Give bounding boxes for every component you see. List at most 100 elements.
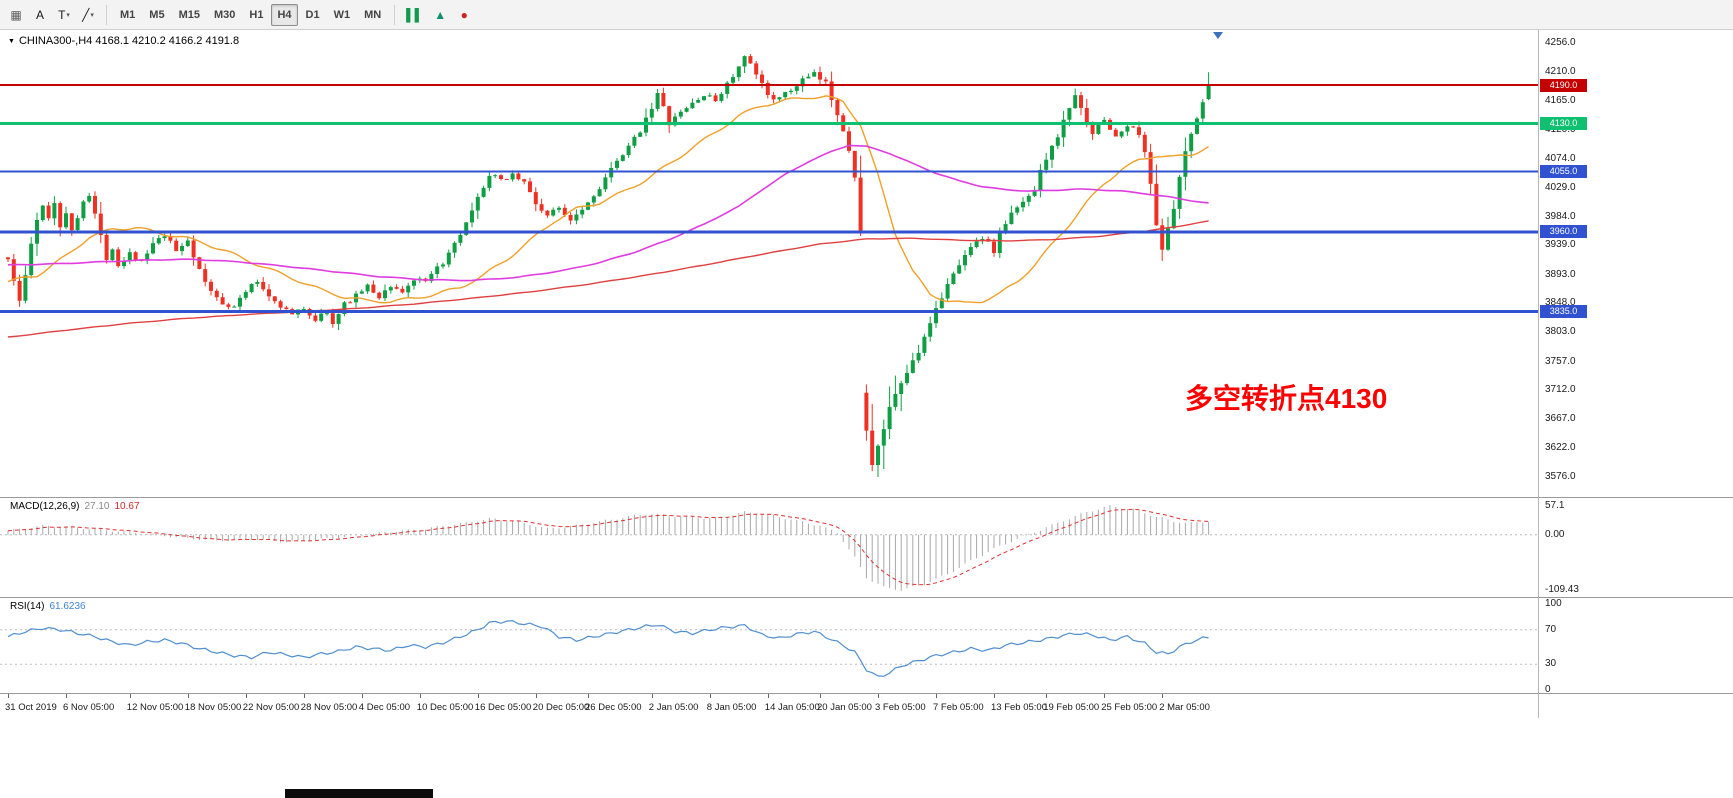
price-axis-label: 4029.0 bbox=[1545, 181, 1576, 193]
panel-divider[interactable] bbox=[0, 497, 1733, 498]
rsi-axis-label: 0 bbox=[1545, 684, 1551, 695]
price-axis-label: 3757.0 bbox=[1545, 355, 1576, 367]
time-axis-label: 7 Feb 05:00 bbox=[933, 702, 984, 713]
crosshair-tool-icon: T bbox=[58, 7, 66, 22]
time-axis-label: 8 Jan 05:00 bbox=[706, 702, 757, 713]
time-axis[interactable]: 31 Oct 2019 6 Nov 05:00 12 Nov 05:00 18 Nov… bbox=[0, 694, 1538, 722]
time-tick bbox=[361, 694, 363, 698]
time-tick bbox=[187, 694, 189, 698]
chart-area: ▼ CHINA300-,H4 4168.1 4210.2 4166.2 4191.… bbox=[0, 30, 1733, 798]
time-axis-label: 3 Feb 05:00 bbox=[875, 702, 926, 713]
time-axis-label: 16 Dec 05:00 bbox=[474, 702, 532, 713]
time-tick bbox=[245, 694, 247, 698]
time-axis-label: 18 Nov 05:00 bbox=[184, 702, 242, 713]
time-axis-label: 20 Jan 05:00 bbox=[817, 702, 872, 713]
price-axis-divider bbox=[1538, 30, 1539, 718]
time-tick bbox=[1104, 694, 1106, 698]
crosshair-tool-button[interactable]: T ▾ bbox=[53, 4, 75, 26]
price-axis-label: 3848.0 bbox=[1545, 297, 1576, 309]
time-axis-label: 25 Feb 05:00 bbox=[1101, 702, 1158, 713]
time-tick bbox=[129, 694, 131, 698]
time-axis-label: 31 Oct 2019 bbox=[5, 702, 57, 713]
time-tick bbox=[767, 694, 769, 698]
ma-slow-red bbox=[7, 220, 1209, 338]
rsi-line bbox=[7, 619, 1209, 677]
chart-annotation[interactable]: 多空转折点4130 bbox=[1185, 383, 1388, 414]
time-axis-label: 10 Dec 05:00 bbox=[416, 702, 474, 713]
time-tick bbox=[477, 694, 479, 698]
chart-title-text: CHINA300-,H4 4168.1 4210.2 4166.2 4191.8 bbox=[18, 35, 240, 47]
rsi-value: 61.6236 bbox=[49, 601, 86, 612]
chart-shift-icon bbox=[1213, 32, 1223, 39]
time-tick bbox=[651, 694, 653, 698]
ma-fast-orange bbox=[7, 95, 1209, 304]
level-price-tag: 3960.0 bbox=[1540, 225, 1587, 239]
price-axis-label: 3939.0 bbox=[1545, 239, 1576, 251]
timeframe-button-mn[interactable]: MN bbox=[364, 8, 382, 21]
macd-panel-canvas[interactable] bbox=[0, 498, 1538, 597]
time-tick bbox=[709, 694, 711, 698]
timeframe-button-h1[interactable]: H1 bbox=[249, 8, 264, 21]
level-price-tag: 4190.0 bbox=[1540, 78, 1587, 92]
text-label-tool-button[interactable]: A bbox=[29, 4, 51, 26]
timeframe-button-m15[interactable]: M15 bbox=[178, 8, 200, 21]
price-axis[interactable]: 4256.04210.04165.04120.04074.04029.03984… bbox=[1539, 30, 1733, 798]
chevron-down-icon: ▾ bbox=[90, 11, 94, 19]
macd-main-value: 27.10 bbox=[84, 501, 110, 512]
toolbar-separator bbox=[106, 4, 107, 25]
time-tick bbox=[936, 694, 937, 698]
rsi-name: RSI(14) bbox=[10, 601, 45, 612]
timeframe-button-m1[interactable]: M1 bbox=[120, 8, 136, 21]
time-tick bbox=[994, 694, 995, 698]
toolbar: ▦ A T ▾ ╱ ▾ M1 M5 M15 M30 H1 H4 D1 W1 MN ▌▌ ▲ ● bbox=[0, 0, 1733, 30]
chart-title: ▼ CHINA300-,H4 4168.1 4210.2 4166.2 4191.… bbox=[8, 35, 239, 47]
time-tick bbox=[8, 694, 9, 698]
trendline-tool-icon: ╱ bbox=[82, 7, 90, 22]
time-tick bbox=[303, 694, 305, 698]
time-tick bbox=[66, 694, 67, 698]
toolbar-separator bbox=[394, 4, 396, 25]
chart-grid-button[interactable]: ▦ bbox=[5, 4, 27, 26]
macd-name: MACD(12,26,9) bbox=[10, 501, 80, 512]
time-axis-label: 2 Mar 05:00 bbox=[1159, 702, 1210, 713]
time-axis-label: 6 Nov 05:00 bbox=[63, 702, 115, 713]
time-tick bbox=[535, 694, 537, 698]
rsi-panel-canvas[interactable] bbox=[0, 598, 1538, 693]
macd-signal-value: 10.67 bbox=[114, 501, 140, 512]
main-chart-canvas[interactable] bbox=[0, 30, 1538, 497]
timeframe-button-w1[interactable]: W1 bbox=[333, 8, 351, 21]
price-axis-label: 4074.0 bbox=[1545, 153, 1576, 165]
price-axis-label: 4256.0 bbox=[1545, 37, 1576, 48]
time-axis-label: 20 Dec 05:00 bbox=[532, 702, 590, 713]
time-axis-label: 14 Jan 05:00 bbox=[764, 702, 820, 713]
text-label-tool-icon: A bbox=[35, 7, 44, 22]
timeframe-button-d1[interactable]: D1 bbox=[305, 8, 320, 21]
timeframe-button-m30[interactable]: M30 bbox=[213, 8, 236, 21]
time-tick bbox=[1046, 694, 1048, 698]
ma-mid-magenta bbox=[7, 144, 1209, 282]
panel-divider[interactable] bbox=[0, 597, 1733, 598]
time-axis-label: 4 Dec 05:00 bbox=[358, 702, 411, 713]
level-price-tag: 4130.0 bbox=[1540, 116, 1587, 130]
chart-style-tool-button[interactable]: ▲ bbox=[429, 4, 451, 26]
time-axis-label: 12 Nov 05:00 bbox=[126, 702, 184, 713]
macd-signal-line bbox=[7, 508, 1209, 586]
panel-divider bbox=[0, 693, 1733, 694]
alert-tool-button[interactable]: ● bbox=[453, 4, 475, 26]
rsi-label: RSI(14) 61.6236 bbox=[10, 601, 86, 612]
timeframe-button-h4[interactable]: H4 bbox=[271, 3, 298, 26]
time-tick bbox=[820, 694, 821, 698]
trendline-tool-button[interactable]: ╱ ▾ bbox=[77, 4, 99, 26]
price-axis-label: 4165.0 bbox=[1545, 95, 1576, 107]
price-axis-label: 3984.0 bbox=[1545, 210, 1576, 222]
timeframe-button-m5[interactable]: M5 bbox=[149, 8, 165, 21]
macd-histogram bbox=[7, 505, 1210, 591]
price-axis-label: 3712.0 bbox=[1545, 384, 1576, 396]
toolbar-right-tools: ▌▌ ▲ ● bbox=[401, 4, 476, 26]
alert-tool-icon: ● bbox=[460, 7, 468, 22]
price-axis-label: 3667.0 bbox=[1545, 412, 1576, 424]
time-tick bbox=[1162, 694, 1164, 698]
indicators-tool-button[interactable]: ▌▌ bbox=[402, 4, 427, 26]
time-axis-label: 22 Nov 05:00 bbox=[242, 702, 300, 713]
time-axis-label: 28 Nov 05:00 bbox=[300, 702, 358, 713]
